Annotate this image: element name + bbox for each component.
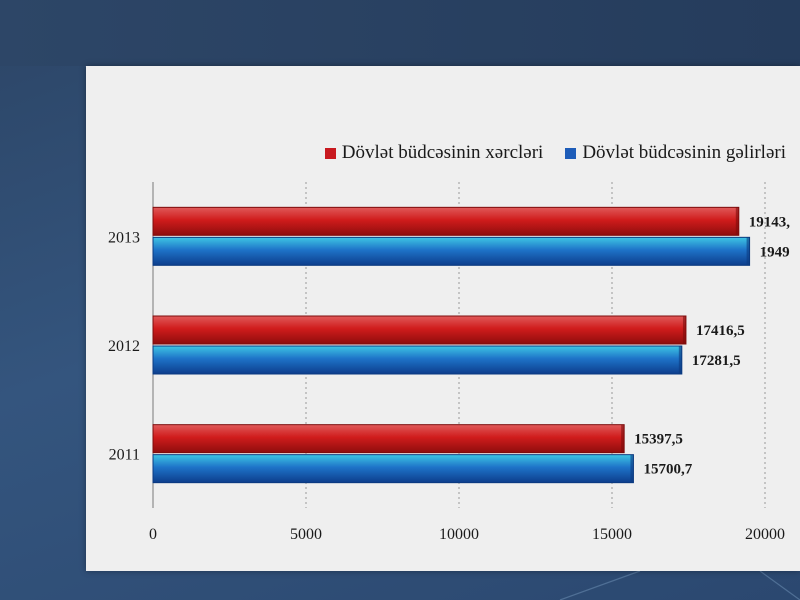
bar-revenues xyxy=(152,345,683,375)
bar-revenues xyxy=(152,236,751,266)
bar-revenues xyxy=(152,454,634,484)
bars xyxy=(152,206,751,484)
y-category-label: 2011 xyxy=(109,447,140,464)
grid-lines xyxy=(152,182,766,508)
x-tick-label: 0 xyxy=(149,526,157,543)
data-label: 1949 xyxy=(760,244,790,260)
data-label: 19143, xyxy=(749,214,791,230)
bar-cap xyxy=(735,207,739,236)
legend-swatch-revenues xyxy=(565,147,577,159)
legend-swatch-expenses xyxy=(324,147,336,159)
bar-cap xyxy=(746,237,750,266)
bar-expenses xyxy=(152,315,687,345)
y-category-label: 2013 xyxy=(108,229,140,246)
data-label: 15700,7 xyxy=(643,462,692,478)
legend-item-revenues: Dövlət büdcəsinin gəlirləri xyxy=(565,142,786,164)
x-tick-label: 10000 xyxy=(439,526,479,543)
x-tick-label: 20000 xyxy=(745,526,785,543)
x-tick-label: 15000 xyxy=(592,526,632,543)
labels: 0 5000 10000 15000 20000 2011 15397,5 15700,7 20… xyxy=(108,214,790,543)
bar-cap xyxy=(678,346,682,374)
data-label: 15397,5 xyxy=(634,432,683,448)
bar-cap xyxy=(630,454,634,483)
legend-item-expenses: Dövlət büdcəsinin xərcləri xyxy=(324,142,544,164)
legend-label-expenses: Dövlət büdcəsinin xərcləri xyxy=(341,142,544,163)
slide-header-band xyxy=(0,0,800,66)
bar-expenses xyxy=(152,206,740,236)
legend-label-revenues: Dövlət büdcəsinin gəlirləri xyxy=(582,142,786,163)
x-tick-label: 5000 xyxy=(290,526,322,543)
bar-cap xyxy=(682,316,686,344)
data-label: 17281,5 xyxy=(692,353,741,369)
bar-expenses xyxy=(152,424,625,454)
data-label: 17416,5 xyxy=(696,323,745,339)
bar-cap xyxy=(621,424,625,453)
chart-legend: Dövlət büdcəsinin xərcləri Dövlət büdcəs… xyxy=(146,140,786,166)
y-category-label: 2012 xyxy=(108,338,140,355)
